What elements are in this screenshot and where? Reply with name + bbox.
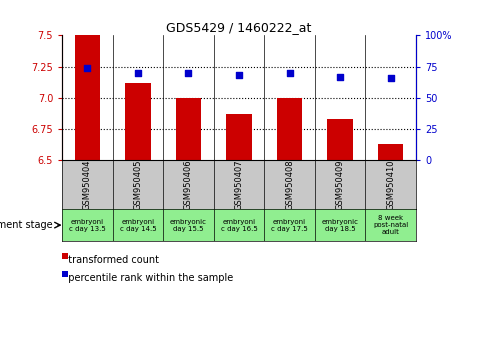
Bar: [176, 98, 201, 160]
Bar: [227, 114, 251, 160]
Text: GSM950410: GSM950410: [386, 160, 395, 210]
Point: [387, 75, 394, 81]
Text: GSM950405: GSM950405: [133, 160, 142, 210]
Text: development stage: development stage: [0, 220, 53, 230]
Text: embryoni
c day 17.5: embryoni c day 17.5: [271, 219, 308, 232]
Point: [286, 70, 293, 76]
Text: GSM950407: GSM950407: [235, 160, 243, 210]
Bar: [327, 119, 353, 160]
Bar: [125, 83, 151, 160]
Bar: [378, 144, 403, 160]
Text: embryonic
day 15.5: embryonic day 15.5: [170, 219, 207, 232]
Bar: [277, 98, 302, 160]
Point: [134, 70, 142, 76]
Point: [84, 65, 91, 71]
Title: GDS5429 / 1460222_at: GDS5429 / 1460222_at: [166, 21, 312, 34]
Text: percentile rank within the sample: percentile rank within the sample: [62, 273, 233, 282]
Text: embryonic
day 18.5: embryonic day 18.5: [322, 219, 358, 232]
Text: embryoni
c day 16.5: embryoni c day 16.5: [221, 219, 257, 232]
Point: [185, 70, 192, 76]
Bar: [75, 35, 100, 160]
Point: [235, 72, 243, 78]
Text: GSM950409: GSM950409: [336, 160, 345, 210]
Text: GSM950404: GSM950404: [83, 160, 92, 210]
Point: [336, 74, 344, 80]
Text: embryoni
c day 13.5: embryoni c day 13.5: [69, 219, 106, 232]
Text: GSM950406: GSM950406: [184, 160, 193, 210]
Text: 8 week
post-natal
adult: 8 week post-natal adult: [373, 215, 408, 235]
Text: transformed count: transformed count: [62, 255, 159, 265]
Text: GSM950408: GSM950408: [285, 160, 294, 210]
Text: embryoni
c day 14.5: embryoni c day 14.5: [120, 219, 156, 232]
